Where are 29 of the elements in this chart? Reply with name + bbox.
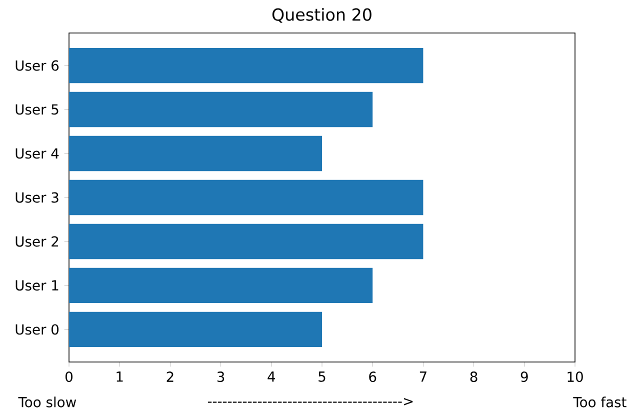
y-tick-label: User 3 — [16, 192, 58, 203]
y-tick-label: User 4 — [16, 148, 59, 159]
x-tick-label: 3 — [217, 372, 224, 382]
y-tick-label: User 6 — [16, 60, 59, 71]
x-tick-label: 4 — [268, 372, 276, 382]
x-tick-label: 0 — [66, 372, 72, 382]
x-tick-label: 8 — [470, 372, 478, 382]
y-tick-label: User 5 — [16, 104, 58, 115]
text: Too slow — [18, 396, 76, 408]
x-tick-label: 1 — [116, 372, 123, 382]
y-tick-label: User 1 — [16, 280, 58, 291]
text: Too fast — [573, 396, 626, 408]
bar — [69, 136, 322, 172]
chart-title: Question 20 — [272, 8, 372, 23]
y-tick-label: User 2 — [16, 236, 58, 247]
bar — [69, 48, 424, 84]
bar — [69, 92, 373, 128]
bar — [69, 268, 373, 304]
x-tick-label: 7 — [420, 372, 426, 382]
bar — [69, 312, 322, 348]
x-tick-label: 2 — [166, 372, 174, 382]
bar — [69, 224, 424, 260]
bar — [69, 180, 424, 216]
x-tick-label: 10 — [568, 372, 583, 382]
y-tick-label: User 0 — [16, 324, 59, 335]
x-tick-label: 9 — [520, 372, 528, 382]
x-tick-label: 6 — [369, 372, 376, 382]
x-tick-label: 5 — [318, 372, 326, 382]
text: ---------------------------------------> — [208, 398, 413, 406]
